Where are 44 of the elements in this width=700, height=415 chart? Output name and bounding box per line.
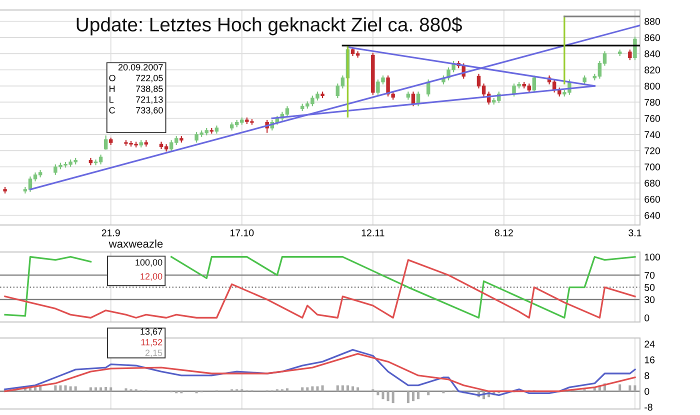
annotation: 721,13 bbox=[136, 96, 163, 104]
y-tick-label: 50 bbox=[644, 284, 655, 291]
y-tick-label: -8 bbox=[644, 404, 652, 411]
annotation: O bbox=[109, 74, 116, 82]
text: waxweazle bbox=[108, 240, 163, 248]
y-tick-label: 840 bbox=[644, 50, 660, 58]
y-tick-label: 760 bbox=[644, 115, 660, 122]
y-tick-label: 16 bbox=[644, 356, 655, 364]
annotation: C bbox=[109, 107, 115, 114]
y-tick-label: 0 bbox=[644, 314, 650, 322]
annotation: 733,60 bbox=[136, 107, 163, 115]
annotation: 12,00 bbox=[140, 273, 162, 281]
chart-title: Update: Letztes Hoch geknackt Ziel ca. 880$ bbox=[76, 16, 462, 36]
y-tick-label: 8 bbox=[644, 372, 650, 380]
x-tick-label: 12.11 bbox=[362, 229, 384, 236]
y-tick-label: 780 bbox=[644, 98, 660, 106]
annotation: H bbox=[110, 86, 115, 92]
x-tick-label: 21.9 bbox=[102, 229, 120, 236]
x-tick-label: 17.10 bbox=[230, 229, 254, 236]
y-tick-label: 680 bbox=[644, 180, 660, 187]
annotation: 738,85 bbox=[136, 86, 163, 94]
y-tick-label: 740 bbox=[644, 131, 660, 138]
y-tick-label: 24 bbox=[644, 340, 655, 348]
y-tick-label: 880 bbox=[644, 18, 660, 25]
x-tick-label: 8.12 bbox=[494, 229, 513, 236]
y-tick-label: 800 bbox=[644, 82, 660, 90]
annotation: 722,05 bbox=[136, 74, 163, 82]
y-tick-label: 660 bbox=[644, 196, 660, 203]
annotation: 11,52 bbox=[141, 339, 162, 346]
y-tick-label: 640 bbox=[644, 212, 660, 219]
y-tick-label: 0 bbox=[644, 388, 650, 395]
annotation: 2,15 bbox=[145, 350, 162, 358]
y-tick-label: 70 bbox=[644, 272, 655, 279]
y-tick-label: 860 bbox=[644, 34, 660, 42]
y-tick-label: 100 bbox=[644, 254, 660, 260]
x-tick-label: 3.1 bbox=[628, 229, 642, 236]
annotation: 100,00 bbox=[136, 259, 162, 267]
y-tick-label: 820 bbox=[644, 66, 660, 74]
y-tick-label: 30 bbox=[644, 296, 655, 304]
y-tick-label: 700 bbox=[644, 164, 660, 170]
text: 13,67 bbox=[140, 328, 162, 336]
y-tick-label: 720 bbox=[644, 147, 660, 154]
annotation: L bbox=[110, 96, 114, 103]
annotation: 20.09.2007 bbox=[118, 64, 163, 70]
